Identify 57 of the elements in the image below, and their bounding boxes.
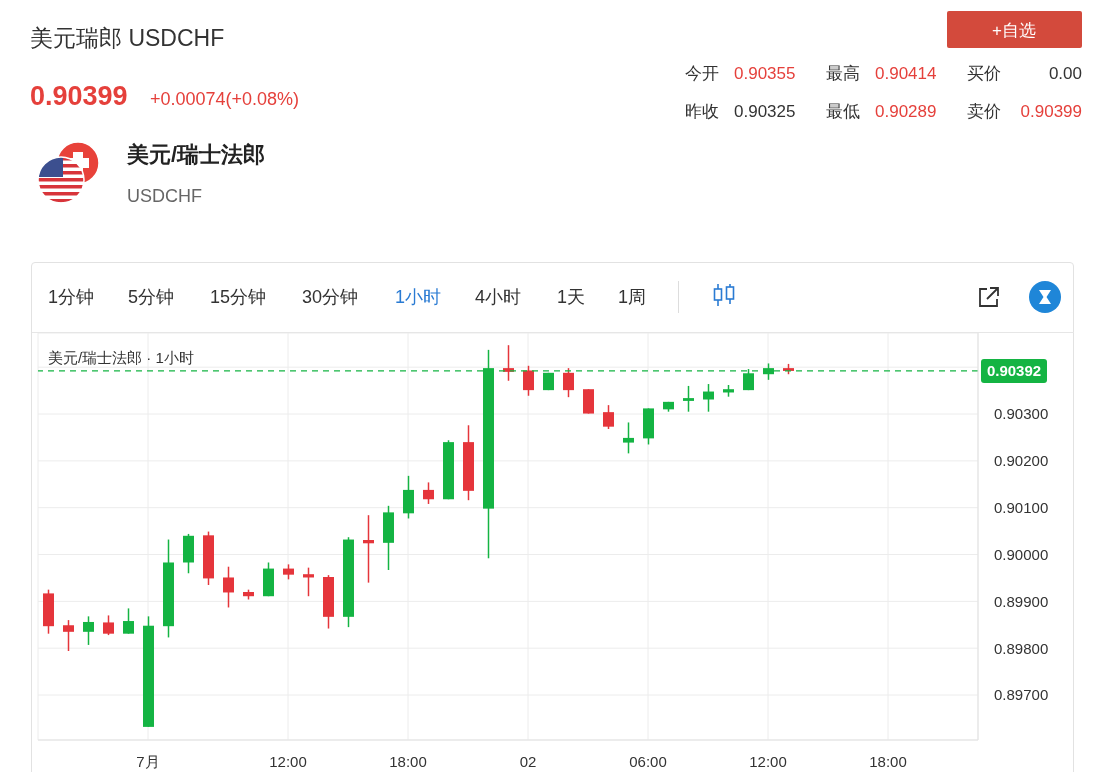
text: 30分钟 (302, 285, 359, 309)
text: 0.90325 (734, 100, 796, 122)
y-tick-label: 0.89900 (994, 592, 1049, 610)
text: 昨收 (685, 100, 719, 122)
x-tick-label: 06:00 (629, 752, 667, 770)
y-tick-label: 0.90100 (994, 499, 1049, 517)
candlestick (123, 607, 134, 635)
y-tick-label: 0.90000 (994, 545, 1049, 563)
text: 最高 (826, 62, 860, 84)
text: 1周 (618, 285, 647, 309)
candlestick (523, 365, 534, 397)
y-tick-label: 0.90200 (994, 452, 1049, 470)
candlestick (403, 475, 414, 520)
ref-line-label: 0.90392 (986, 361, 1042, 379)
candlestick (683, 385, 694, 413)
x-tick-label: 12:00 (749, 752, 787, 770)
text: USDCHF (127, 184, 202, 208)
x-tick-label: 12:00 (269, 752, 307, 770)
text: 1分钟 (48, 285, 95, 309)
text: 0.90355 (734, 62, 796, 84)
candlestick (623, 421, 634, 455)
text: 0.90399 (30, 80, 128, 113)
text: 卖价 (967, 100, 1001, 122)
candlestick (63, 619, 74, 652)
text: 5分钟 (128, 285, 175, 309)
candlestick (363, 514, 374, 584)
text: 1小时 (395, 285, 442, 309)
candlestick (423, 481, 434, 505)
text: 最低 (826, 100, 860, 122)
y-tick-label: 0.89700 (994, 686, 1049, 704)
text: 今开 (685, 62, 719, 84)
text: 买价 (967, 62, 1001, 84)
chart-title: 美元瑞郎 USDCHF (30, 24, 225, 53)
text: 0.00 (1048, 62, 1082, 84)
text: 0.90414 (875, 62, 937, 84)
text: 15分钟 (210, 285, 267, 309)
y-tick-label: 0.89800 (994, 639, 1049, 657)
text: 美元/瑞士法郎 · 1小时 (48, 348, 194, 368)
text: 4小时 (475, 285, 522, 309)
candlestick (103, 614, 114, 636)
candlestick (83, 615, 94, 646)
candlestick (223, 565, 234, 609)
text: 1天 (557, 285, 586, 309)
text: +自选 (991, 19, 1037, 41)
y-tick-label: 0.90300 (994, 405, 1049, 423)
candlestick (603, 404, 614, 430)
text: +0.00074(+0.08%) (150, 87, 300, 111)
text: 0.90289 (875, 100, 937, 122)
x-tick-label: 02 (519, 752, 537, 770)
x-tick-label: 18:00 (389, 752, 427, 770)
text: 0.90399 (1020, 100, 1082, 122)
x-tick-label: 7月 (136, 752, 160, 770)
text: 美元/瑞士法郎 (127, 141, 266, 169)
candlestick (703, 383, 714, 413)
candlestick (563, 367, 574, 398)
x-tick-label: 18:00 (869, 752, 907, 770)
candlestick (303, 566, 314, 597)
